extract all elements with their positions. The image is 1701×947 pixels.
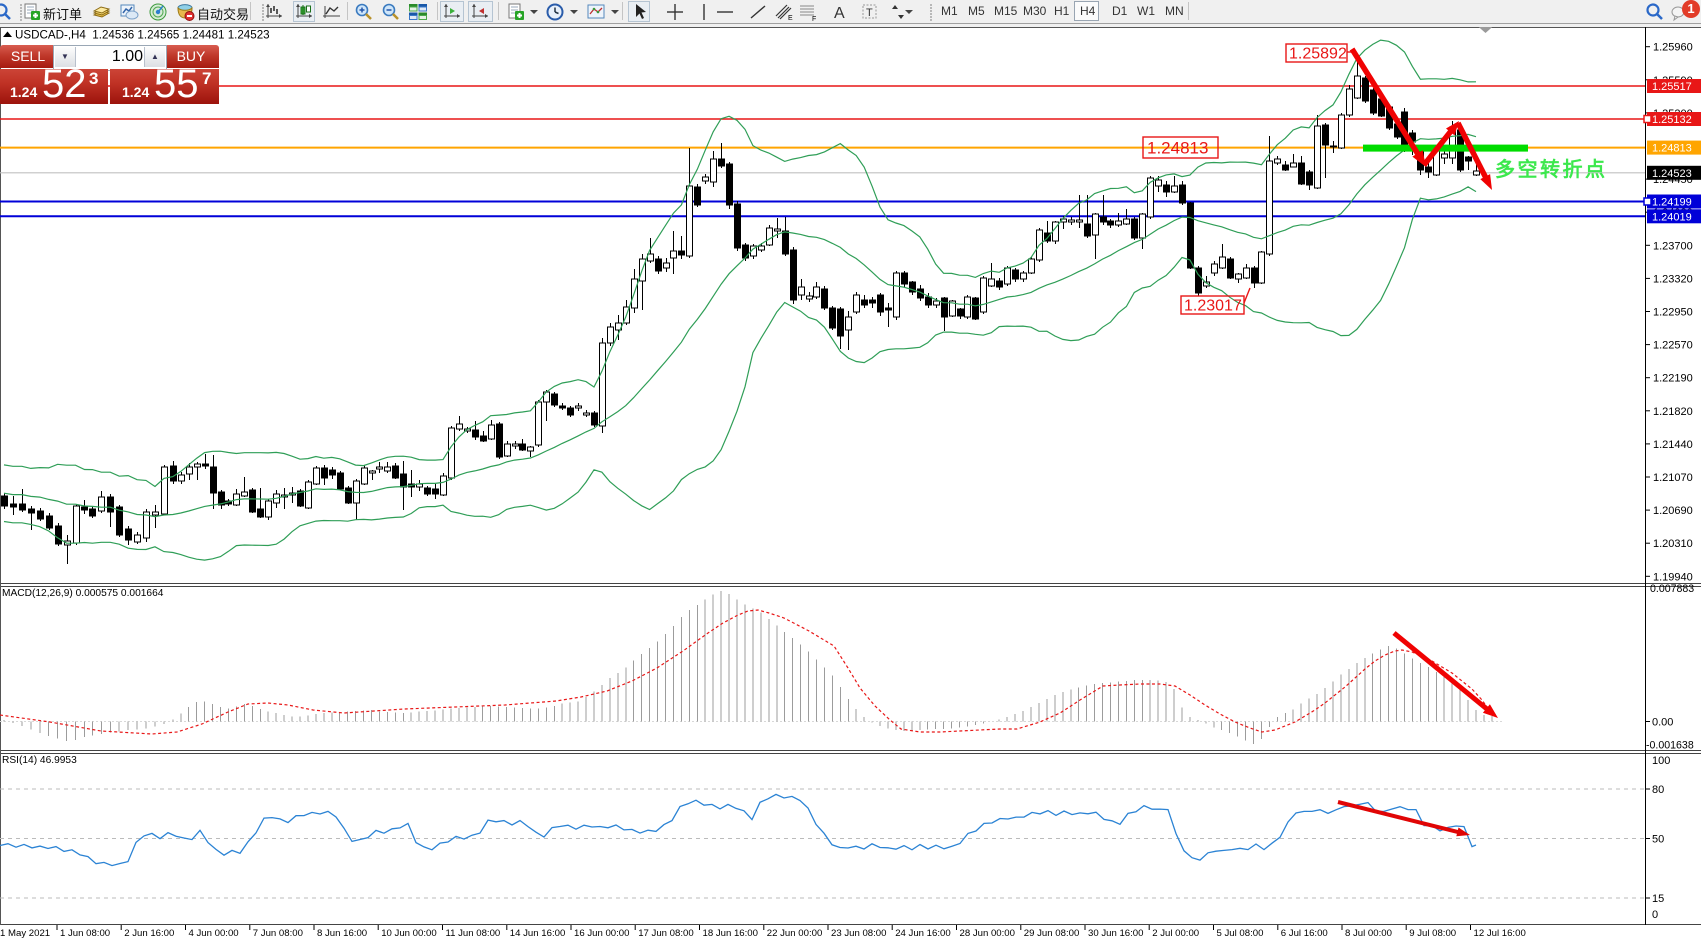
svg-text:15: 15 xyxy=(1652,893,1664,905)
svg-text:4 Jun 00:00: 4 Jun 00:00 xyxy=(189,928,239,939)
svg-text:1.23017: 1.23017 xyxy=(1184,298,1242,315)
svg-text:1 Jun 08:00: 1 Jun 08:00 xyxy=(60,928,110,939)
svg-text:8 Jun 16:00: 8 Jun 16:00 xyxy=(317,928,367,939)
svg-text:A: A xyxy=(834,5,845,22)
svg-text:1.24199: 1.24199 xyxy=(1652,197,1692,209)
svg-text:23 Jun 08:00: 23 Jun 08:00 xyxy=(831,928,886,939)
svg-text:USDCAD-,H4 1.24536 1.24565 1.: USDCAD-,H4 1.24536 1.24565 1.24481 1.245… xyxy=(15,29,270,42)
svg-text:T: T xyxy=(866,7,873,19)
svg-text:1.21440: 1.21440 xyxy=(1653,439,1693,451)
svg-text:7 Jun 08:00: 7 Jun 08:00 xyxy=(253,928,303,939)
svg-text:E: E xyxy=(788,15,793,22)
svg-text:1.24813: 1.24813 xyxy=(1652,143,1692,155)
svg-text:2 Jul 00:00: 2 Jul 00:00 xyxy=(1152,928,1199,939)
svg-text:1.19940: 1.19940 xyxy=(1653,571,1693,583)
svg-text:-0.001638: -0.001638 xyxy=(1646,740,1694,752)
svg-text:2 Jun 16:00: 2 Jun 16:00 xyxy=(124,928,174,939)
svg-text:29 Jun 08:00: 29 Jun 08:00 xyxy=(1024,928,1079,939)
svg-text:50: 50 xyxy=(1652,833,1664,845)
svg-text:12 Jul 16:00: 12 Jul 16:00 xyxy=(1474,928,1526,939)
svg-text:1.25892: 1.25892 xyxy=(1289,46,1347,63)
svg-text:28 Jun 00:00: 28 Jun 00:00 xyxy=(960,928,1015,939)
svg-text:1.25132: 1.25132 xyxy=(1652,114,1692,126)
svg-text:1.23700: 1.23700 xyxy=(1653,240,1693,252)
svg-text:1.21070: 1.21070 xyxy=(1653,472,1693,484)
svg-text:多空转折点: 多空转折点 xyxy=(1495,157,1608,181)
svg-text:18 Jun 16:00: 18 Jun 16:00 xyxy=(703,928,758,939)
svg-text:MACD(12,26,9) 0.000575 0.00166: MACD(12,26,9) 0.000575 0.001664 xyxy=(2,588,164,599)
svg-text:1.21820: 1.21820 xyxy=(1653,406,1693,418)
svg-text:F: F xyxy=(812,16,816,22)
svg-text:1.20310: 1.20310 xyxy=(1653,538,1693,550)
svg-text:1.23320: 1.23320 xyxy=(1653,273,1693,285)
svg-text:1.24813: 1.24813 xyxy=(1147,139,1208,158)
svg-text:1.25517: 1.25517 xyxy=(1652,81,1692,93)
svg-text:22 Jun 00:00: 22 Jun 00:00 xyxy=(767,928,822,939)
svg-text:14 Jun 16:00: 14 Jun 16:00 xyxy=(510,928,565,939)
svg-text:0.00: 0.00 xyxy=(1652,717,1673,729)
svg-text:10 Jun 00:00: 10 Jun 00:00 xyxy=(381,928,436,939)
svg-text:8 Jul 00:00: 8 Jul 00:00 xyxy=(1345,928,1392,939)
svg-text:1.22950: 1.22950 xyxy=(1653,307,1693,319)
svg-text:1.24019: 1.24019 xyxy=(1652,211,1692,223)
svg-text:9 Jul 08:00: 9 Jul 08:00 xyxy=(1409,928,1456,939)
svg-text:24 Jun 16:00: 24 Jun 16:00 xyxy=(895,928,950,939)
svg-text:80: 80 xyxy=(1652,784,1664,796)
svg-text:1 May 2021: 1 May 2021 xyxy=(0,928,50,939)
svg-text:1.22190: 1.22190 xyxy=(1653,373,1693,385)
svg-text:1.22570: 1.22570 xyxy=(1653,340,1693,352)
svg-text:100: 100 xyxy=(1652,755,1670,767)
svg-text:0.007883: 0.007883 xyxy=(1650,583,1694,595)
svg-text:1.25960: 1.25960 xyxy=(1653,42,1693,54)
svg-text:6 Jul 16:00: 6 Jul 16:00 xyxy=(1281,928,1328,939)
svg-text:16 Jun 00:00: 16 Jun 00:00 xyxy=(574,928,629,939)
svg-text:11 Jun 08:00: 11 Jun 08:00 xyxy=(446,928,501,939)
svg-text:0: 0 xyxy=(1652,909,1658,921)
svg-text:5 Jul 08:00: 5 Jul 08:00 xyxy=(1217,928,1264,939)
svg-text:1.24523: 1.24523 xyxy=(1652,168,1692,180)
svg-text:30 Jun 16:00: 30 Jun 16:00 xyxy=(1088,928,1143,939)
svg-text:1.20690: 1.20690 xyxy=(1653,505,1693,517)
svg-text:17 Jun 08:00: 17 Jun 08:00 xyxy=(638,928,693,939)
svg-text:RSI(14) 46.9953: RSI(14) 46.9953 xyxy=(2,755,77,766)
